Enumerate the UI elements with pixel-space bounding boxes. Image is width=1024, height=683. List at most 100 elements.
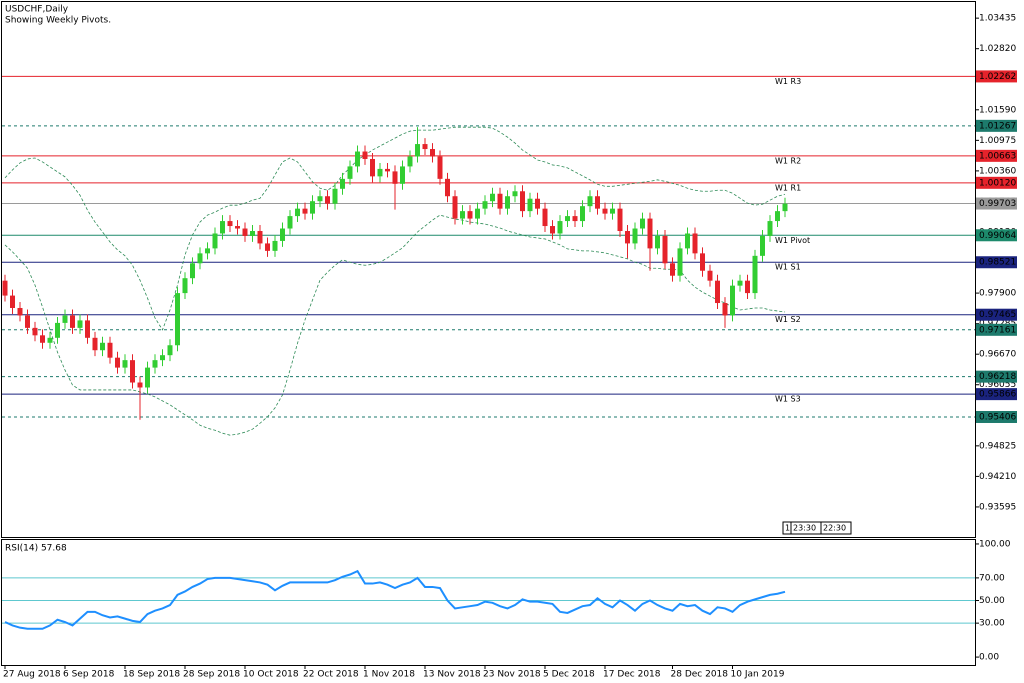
chart-subtitle: Showing Weekly Pivots. xyxy=(5,16,111,26)
x-tick-label: 10 Jan 2019 xyxy=(731,670,785,680)
candle-body xyxy=(302,208,308,214)
level-price-box xyxy=(976,256,1017,269)
candle-body xyxy=(707,270,713,281)
candle-body xyxy=(77,320,83,328)
candle-body xyxy=(122,360,128,368)
candle-body xyxy=(415,144,420,157)
candle-body xyxy=(62,315,68,323)
candle-body xyxy=(647,218,653,249)
candle-body xyxy=(715,280,720,304)
candle-body xyxy=(595,196,600,209)
x-tick-label: 10 Oct 2018 xyxy=(243,670,299,680)
candle-body xyxy=(617,208,623,232)
candle-body xyxy=(505,196,510,209)
candle-body xyxy=(460,211,465,219)
y-tick-label: 100.00 xyxy=(979,539,1011,549)
level-price-box xyxy=(976,149,1017,162)
y-tick-label: 0.94825 xyxy=(979,441,1016,451)
candle-body xyxy=(332,188,338,204)
candle-body xyxy=(227,221,233,227)
y-tick-label: 1.00975 xyxy=(979,136,1016,146)
candle-body xyxy=(32,327,38,336)
level-price-label: 0.99064 xyxy=(979,231,1016,241)
candle-body xyxy=(100,342,105,351)
candle-body xyxy=(190,263,195,279)
y-tick-label: 1.00360 xyxy=(979,166,1016,176)
candle-body xyxy=(430,149,435,157)
candle-body xyxy=(377,168,383,177)
candle-body xyxy=(452,196,458,219)
level-price-label: 0.97161 xyxy=(979,325,1016,335)
candle-body xyxy=(70,315,75,328)
level-price-box xyxy=(976,229,1017,242)
level-price-label: 0.95406 xyxy=(979,412,1016,422)
y-tick-label: 1.01590 xyxy=(979,105,1016,115)
level-name: W1 R2 xyxy=(775,156,801,165)
candle-body xyxy=(107,342,113,358)
time-box xyxy=(820,521,852,535)
level-price-box xyxy=(976,176,1017,189)
level-name: W1 R1 xyxy=(775,183,801,192)
x-tick-label: 23 Nov 2018 xyxy=(483,670,541,680)
x-tick-label: 17 Dec 2018 xyxy=(603,670,661,680)
candle-body xyxy=(527,198,533,212)
time-label: 1 xyxy=(785,524,790,533)
candle-body xyxy=(347,166,353,179)
level-price-label: 0.96218 xyxy=(979,372,1016,382)
candle-body xyxy=(542,208,548,227)
level-price-box xyxy=(976,370,1017,383)
rsi-title: RSI(14) 57.68 xyxy=(5,544,67,554)
level-name: W1 S3 xyxy=(775,395,801,404)
y-tick-label: 1.03435 xyxy=(979,14,1016,24)
candle-body xyxy=(580,206,585,222)
candle-body xyxy=(722,303,728,316)
level-price-label: 0.95866 xyxy=(979,390,1016,400)
candle-body xyxy=(205,248,210,254)
level-price-label: 0.97465 xyxy=(979,310,1016,320)
candle-body xyxy=(175,293,180,346)
candle-body xyxy=(610,208,615,214)
y-tick-label: 0.96055 xyxy=(979,380,1016,390)
level-price-box xyxy=(976,410,1017,423)
candle-body xyxy=(512,191,518,197)
candle-body xyxy=(85,320,90,338)
candle-body xyxy=(137,382,143,388)
candle-body xyxy=(625,231,630,244)
candle-body xyxy=(220,221,225,234)
y-tick-label: 0.93595 xyxy=(979,502,1016,512)
candle-body xyxy=(167,345,173,356)
y-tick-label: 0.00 xyxy=(979,653,999,663)
candle-body xyxy=(152,360,158,368)
candle-body xyxy=(235,226,240,229)
candle-body xyxy=(445,178,450,197)
level-name: W1 Pivot xyxy=(775,236,810,245)
y-tick-label: 0.96670 xyxy=(979,350,1016,360)
y-tick-label: 30.00 xyxy=(979,619,1005,629)
x-tick-label: 5 Dec 2018 xyxy=(543,670,595,680)
candle-body xyxy=(355,151,360,167)
bollinger-band xyxy=(4,126,786,331)
level-price-box xyxy=(976,119,1017,132)
candle-body xyxy=(257,231,263,244)
candle-body xyxy=(92,337,98,351)
x-tick-label: 13 Nov 2018 xyxy=(423,670,481,680)
x-tick-label: 28 Sep 2018 xyxy=(183,670,240,680)
candle-body xyxy=(782,203,788,212)
level-price-box xyxy=(976,197,1017,210)
candle-body xyxy=(730,285,735,316)
level-price-label: 1.00120 xyxy=(979,178,1016,188)
candle-body xyxy=(130,360,135,383)
candle-body xyxy=(265,243,270,251)
candle-body xyxy=(572,216,578,222)
level-price-label: 1.00663 xyxy=(979,151,1016,161)
candle-body xyxy=(700,253,705,271)
candle-body xyxy=(310,201,315,214)
level-price-box xyxy=(976,323,1017,336)
candle-body xyxy=(2,280,8,296)
candle-body xyxy=(490,193,495,202)
candle-body xyxy=(10,295,15,308)
candle-body xyxy=(692,233,698,254)
candle-body xyxy=(55,322,60,338)
